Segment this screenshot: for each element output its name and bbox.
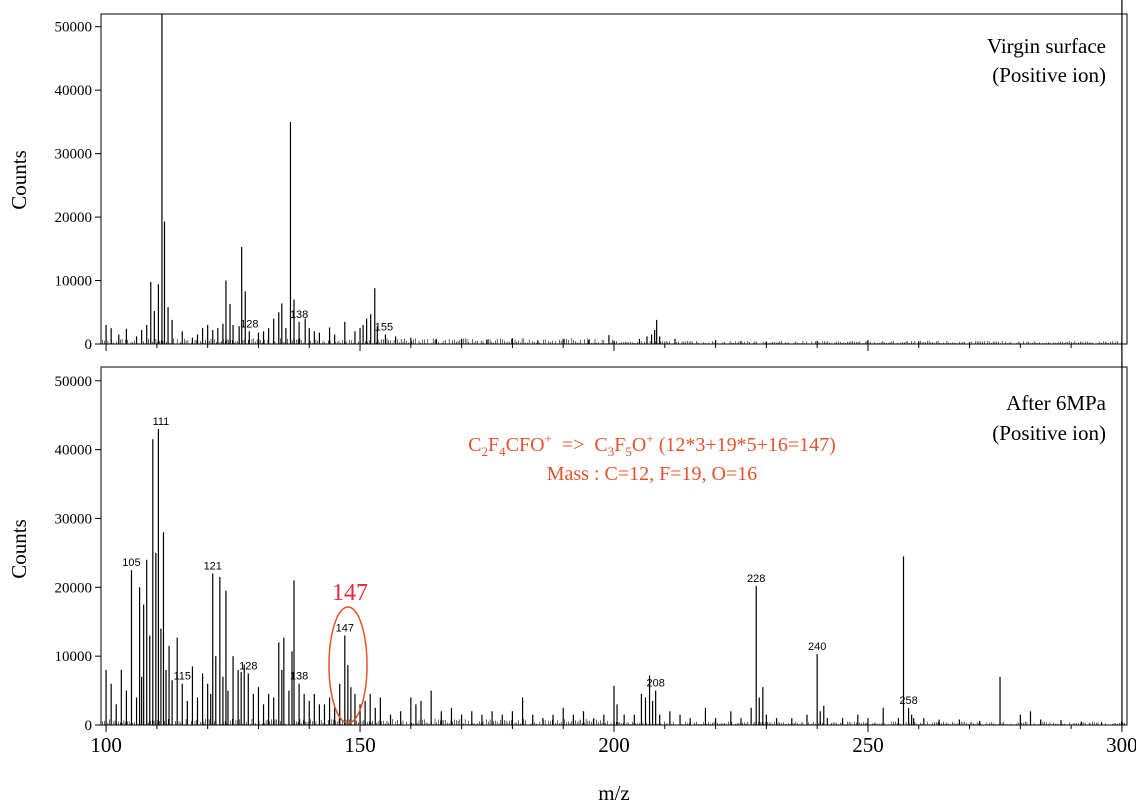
x-ticks: 100 150 200 250 300 (90, 733, 1136, 757)
bottom-peak-labels: 105 111 115 121 128 138 147 208 228 240 258 (122, 416, 917, 707)
x-axis-label: m/z (598, 781, 630, 805)
x-tick-label: 150 (344, 733, 376, 757)
x-tick-label: 250 (852, 733, 884, 757)
mass-annotation: Mass : C=12, F=19, O=16 (547, 463, 758, 485)
peak-label: 138 (290, 309, 308, 321)
peak-label: 105 (122, 557, 140, 569)
y-tick-label: 10000 (55, 274, 93, 290)
top-ylabel: Counts (7, 150, 31, 210)
top-y-ticks: 0 10000 20000 30000 40000 50000 (55, 20, 1123, 353)
y-tick-label: 50000 (55, 374, 93, 390)
peak-label: 240 (808, 641, 826, 653)
y-tick-label: 0 (85, 718, 93, 734)
highlight-ellipse-147 (328, 606, 368, 724)
top-peak-labels: 128 138 155 (240, 309, 393, 334)
peak-label: 121 (204, 561, 222, 573)
y-tick-label: 0 (85, 337, 93, 353)
bottom-annotation-line-2: (Positive ion) (992, 421, 1106, 445)
peak-label: 128 (240, 318, 258, 330)
peak-label: 228 (747, 573, 765, 585)
peak-label: 155 (375, 321, 393, 333)
formula-annotation: C2F4CFO+ => C3F5O+ (12*3+19*5+16=147) (468, 431, 836, 459)
bottom-y-ticks: 0 10000 20000 30000 40000 50000 (55, 374, 1123, 734)
peak-label: 111 (153, 416, 170, 428)
y-tick-label: 20000 (55, 580, 93, 596)
x-tick-label: 300 (1106, 733, 1136, 757)
peak-label: 258 (899, 695, 917, 707)
x-tick-label: 100 (90, 733, 122, 757)
peak-label: 138 (290, 671, 308, 683)
peak-label: 128 (239, 660, 257, 672)
top-peaks (102, 14, 1125, 344)
peak-label: 147 (336, 623, 354, 635)
y-tick-label: 40000 (55, 443, 93, 459)
highlight-label-147: 147 (332, 580, 368, 606)
y-tick-label: 30000 (55, 147, 93, 163)
top-panel-frame (100, 13, 1128, 345)
top-annotation-line-1: Virgin surface (987, 34, 1106, 58)
y-tick-label: 10000 (55, 649, 93, 665)
bottom-peaks (102, 0, 1125, 725)
y-tick-label: 30000 (55, 511, 93, 527)
x-tick-label: 200 (598, 733, 630, 757)
y-tick-label: 50000 (55, 20, 93, 36)
peak-label: 208 (646, 678, 664, 690)
bottom-ylabel: Counts (7, 519, 31, 579)
top-annotation-line-2: (Positive ion) (992, 63, 1106, 87)
y-tick-label: 40000 (55, 83, 93, 99)
y-tick-label: 20000 (55, 210, 93, 226)
bottom-annotation-line-1: After 6MPa (1006, 391, 1106, 415)
peak-label: 115 (173, 671, 191, 683)
